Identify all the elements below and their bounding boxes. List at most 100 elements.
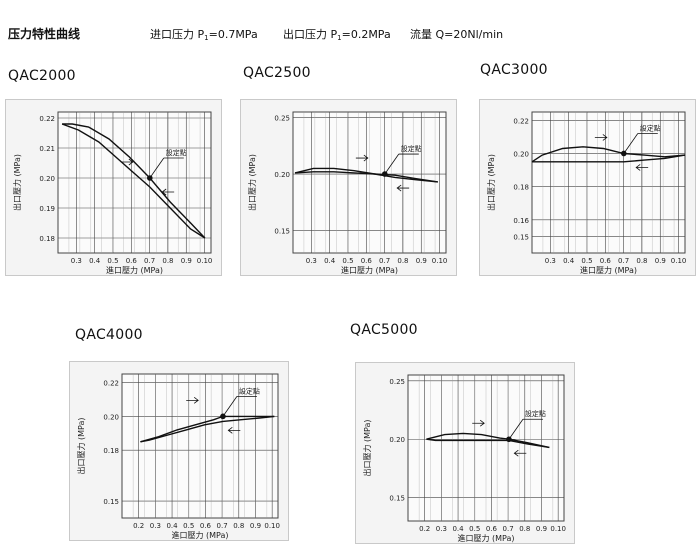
model-label-qac2500: QAC2500 bbox=[243, 65, 311, 81]
x-tick-label: 0.3 bbox=[545, 257, 556, 265]
set-point-marker bbox=[382, 171, 388, 177]
inlet-pressure-subscript: 1 bbox=[204, 34, 209, 42]
chart-panel-qac5000: 0.2 0.3 0.4 0.5 0.6 0.7 0.8 0.9 0.10 0.25 0.20 0.15… bbox=[355, 362, 575, 544]
characteristic-curve-rising bbox=[531, 146, 686, 163]
x-tick-label: 0.4 bbox=[563, 257, 575, 265]
outlet-pressure-label: 出口压力 P bbox=[283, 28, 338, 41]
outlet-pressure-spec: 出口压力 P1=0.2MPa bbox=[283, 26, 391, 42]
x-axis-label: 進口壓力 (MPa) bbox=[341, 265, 398, 275]
set-point-label: 設定點 bbox=[166, 148, 187, 157]
set-point-label: 設定點 bbox=[401, 144, 422, 153]
y-axis-label: 出口壓力 (MPa) bbox=[362, 419, 372, 476]
x-tick-label: 0.6 bbox=[200, 522, 212, 530]
chart-panel-qac4000: 0.2 0.3 0.4 0.5 0.6 0.7 0.8 0.9 0.10 0.22 0.20 0.18… bbox=[69, 361, 289, 541]
y-axis-label: 出口壓力 (MPa) bbox=[486, 154, 496, 211]
direction-arrow-left bbox=[227, 427, 241, 434]
x-axis-label: 進口壓力 (MPa) bbox=[171, 530, 228, 540]
y-tick-label: 0.20 bbox=[389, 436, 405, 444]
characteristic-curve-rising bbox=[61, 123, 206, 239]
y-tick-label: 0.18 bbox=[103, 447, 119, 455]
x-tick-label: 0.4 bbox=[324, 257, 336, 265]
set-point-leader bbox=[384, 153, 400, 175]
x-tick-label: 0.7 bbox=[217, 522, 228, 530]
chart-panel-qac3000: 0.3 0.4 0.5 0.6 0.7 0.8 0.9 0.10 0.22 0.20 0.18 0.1… bbox=[479, 99, 696, 276]
x-tick-label: 0.7 bbox=[618, 257, 629, 265]
inlet-pressure-value: =0.7MPa bbox=[208, 28, 258, 41]
page-title: 压力特性曲线 bbox=[8, 27, 81, 41]
flow-rate-spec: 流量 Q=20Nl/min bbox=[410, 28, 504, 41]
set-point-leader bbox=[149, 157, 165, 179]
y-tick-label: 0.15 bbox=[103, 498, 119, 506]
characteristic-curve-rising bbox=[426, 432, 550, 449]
x-tick-label: 0.7 bbox=[503, 525, 514, 533]
chart-qac2000: 0.3 0.4 0.5 0.6 0.7 0.8 0.9 0.10 0.22 0.21 0.20 0.1… bbox=[12, 111, 212, 275]
direction-arrow-right bbox=[120, 158, 134, 166]
x-tick-label: 0.6 bbox=[600, 257, 612, 265]
x-axis-label: 進口壓力 (MPa) bbox=[106, 265, 163, 275]
chart-qac5000: 0.2 0.3 0.4 0.5 0.6 0.7 0.8 0.9 0.10 0.25 0.20 0.15… bbox=[362, 374, 566, 543]
characteristic-curve-falling bbox=[532, 154, 686, 163]
x-tick-label: 0.4 bbox=[166, 522, 178, 530]
y-tick-label: 0.16 bbox=[513, 217, 529, 225]
x-tick-label: 0.5 bbox=[183, 522, 194, 530]
model-label-qac5000: QAC5000 bbox=[350, 322, 418, 338]
y-tick-label: 0.20 bbox=[274, 171, 290, 179]
x-tick-label: 0.6 bbox=[361, 257, 373, 265]
y-axis-label: 出口壓力 (MPa) bbox=[12, 154, 22, 211]
x-tick-label: 0.9 bbox=[181, 257, 192, 265]
chart-qac2500: 0.3 0.4 0.5 0.6 0.7 0.8 0.9 0.10 0.25 0.20 0.15 進口壓… bbox=[247, 111, 448, 275]
characteristic-curve-falling bbox=[294, 171, 438, 183]
set-point-label: 設定點 bbox=[640, 123, 661, 132]
chart-panel-qac2500: 0.3 0.4 0.5 0.6 0.7 0.8 0.9 0.10 0.25 0.20 0.15 進口壓… bbox=[240, 99, 457, 276]
model-label-qac2000: QAC2000 bbox=[8, 68, 76, 84]
direction-arrow-left bbox=[635, 164, 649, 171]
y-tick-label: 0.19 bbox=[39, 205, 55, 213]
x-tick-label: 0.3 bbox=[71, 257, 82, 265]
x-axis-label: 進口壓力 (MPa) bbox=[580, 265, 637, 275]
y-tick-label: 0.15 bbox=[274, 227, 290, 235]
y-tick-label: 0.15 bbox=[389, 495, 405, 503]
x-tick-label: 0.5 bbox=[581, 257, 592, 265]
y-axis-label: 出口壓力 (MPa) bbox=[247, 154, 257, 211]
x-tick-label: 0.4 bbox=[452, 525, 464, 533]
set-point-marker bbox=[621, 150, 627, 157]
y-tick-label: 0.21 bbox=[39, 145, 55, 153]
characteristic-curve-falling bbox=[426, 438, 550, 449]
x-tick-label: 0.5 bbox=[107, 257, 118, 265]
x-tick-label: 0.9 bbox=[536, 525, 547, 533]
model-label-qac3000: QAC3000 bbox=[480, 62, 548, 78]
x-tick-label: 0.10 bbox=[432, 257, 448, 265]
set-point-leader bbox=[508, 419, 524, 440]
direction-arrow-right bbox=[594, 134, 608, 141]
y-tick-label: 0.22 bbox=[103, 379, 119, 387]
chart-panel-qac2000: 0.3 0.4 0.5 0.6 0.7 0.8 0.9 0.10 0.22 0.21 0.20 0.1… bbox=[5, 99, 222, 276]
x-tick-label: 0.3 bbox=[150, 522, 161, 530]
x-tick-label: 0.8 bbox=[233, 522, 244, 530]
chart-qac4000: 0.2 0.3 0.4 0.5 0.6 0.7 0.8 0.9 0.10 0.22 0.20 0.18… bbox=[76, 373, 280, 540]
x-tick-label: 0.7 bbox=[144, 257, 155, 265]
characteristic-curve-falling bbox=[140, 415, 275, 443]
characteristic-curve-rising bbox=[140, 415, 275, 443]
direction-arrow-right bbox=[355, 154, 369, 162]
x-tick-label: 0.10 bbox=[671, 257, 687, 265]
x-tick-label: 0.7 bbox=[379, 257, 390, 265]
x-tick-label: 0.8 bbox=[397, 257, 408, 265]
set-point-label: 設定點 bbox=[239, 386, 260, 395]
set-point-leader bbox=[623, 133, 639, 154]
inlet-pressure-spec: 进口压力 P1=0.7MPa bbox=[150, 26, 258, 42]
x-tick-label: 0.9 bbox=[250, 522, 261, 530]
chart-qac3000: 0.3 0.4 0.5 0.6 0.7 0.8 0.9 0.10 0.22 0.20 0.18 0.1… bbox=[486, 111, 687, 275]
y-axis-label: 出口壓力 (MPa) bbox=[76, 417, 86, 474]
x-tick-label: 0.10 bbox=[264, 522, 280, 530]
inlet-pressure-label: 进口压力 P bbox=[150, 28, 205, 41]
x-tick-label: 0.9 bbox=[655, 257, 666, 265]
x-tick-label: 0.4 bbox=[89, 257, 101, 265]
x-tick-label: 0.8 bbox=[636, 257, 647, 265]
y-tick-label: 0.20 bbox=[513, 150, 529, 158]
set-point-label: 設定點 bbox=[525, 409, 546, 418]
characteristic-curve-falling bbox=[62, 123, 206, 239]
x-tick-label: 0.8 bbox=[162, 257, 173, 265]
direction-arrow-left bbox=[513, 449, 527, 457]
y-tick-label: 0.15 bbox=[513, 233, 529, 241]
direction-arrow-left bbox=[161, 188, 175, 196]
